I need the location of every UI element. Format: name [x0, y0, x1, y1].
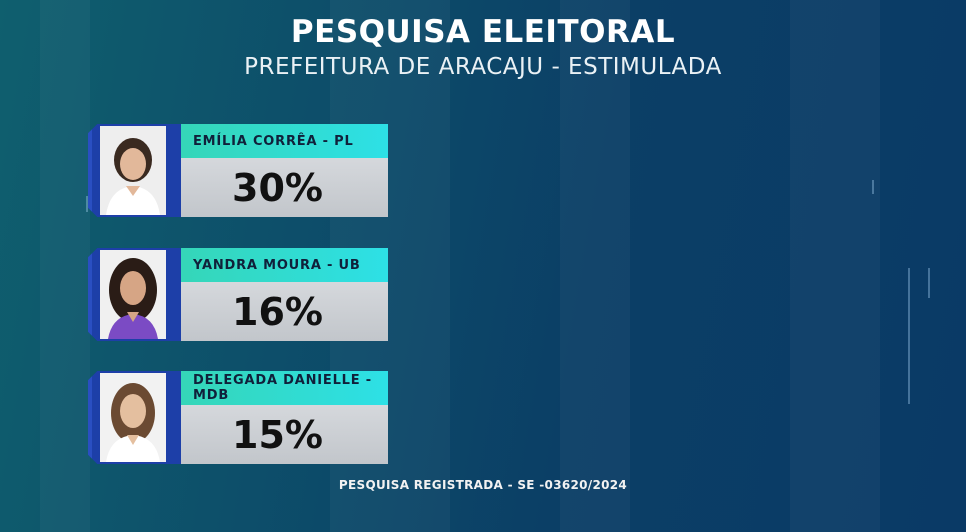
background-line	[86, 196, 88, 212]
background-line	[908, 268, 910, 404]
candidate-percent: 15%	[181, 405, 388, 464]
candidate-photo	[100, 250, 166, 339]
background-line	[928, 268, 930, 298]
candidate-name: YANDRA MOURA - UB	[181, 248, 388, 282]
candidate-name: DELEGADA DANIELLE - MDB	[181, 371, 388, 405]
person-icon	[100, 373, 166, 462]
candidate-card: EMÍLIA CORRÊA - PL 30%	[88, 124, 388, 217]
candidate-percent: 30%	[181, 158, 388, 217]
registration-note: PESQUISA REGISTRADA - SE -03620/2024	[338, 478, 628, 492]
page-title: PESQUISA ELEITORAL	[290, 14, 676, 50]
candidate-photo	[100, 126, 166, 215]
candidate-card: YANDRA MOURA - UB 16%	[88, 248, 388, 341]
person-icon	[100, 126, 166, 215]
background-line	[872, 180, 874, 194]
page-subtitle: PREFEITURA DE ARACAJU - ESTIMULADA	[244, 54, 722, 80]
candidate-percent: 16%	[181, 282, 388, 341]
candidate-card: DELEGADA DANIELLE - MDB 15%	[88, 371, 388, 464]
header: PESQUISA ELEITORAL PREFEITURA DE ARACAJU…	[0, 12, 966, 82]
person-icon	[100, 250, 166, 339]
candidate-name: EMÍLIA CORRÊA - PL	[181, 124, 388, 158]
candidate-photo	[100, 373, 166, 462]
